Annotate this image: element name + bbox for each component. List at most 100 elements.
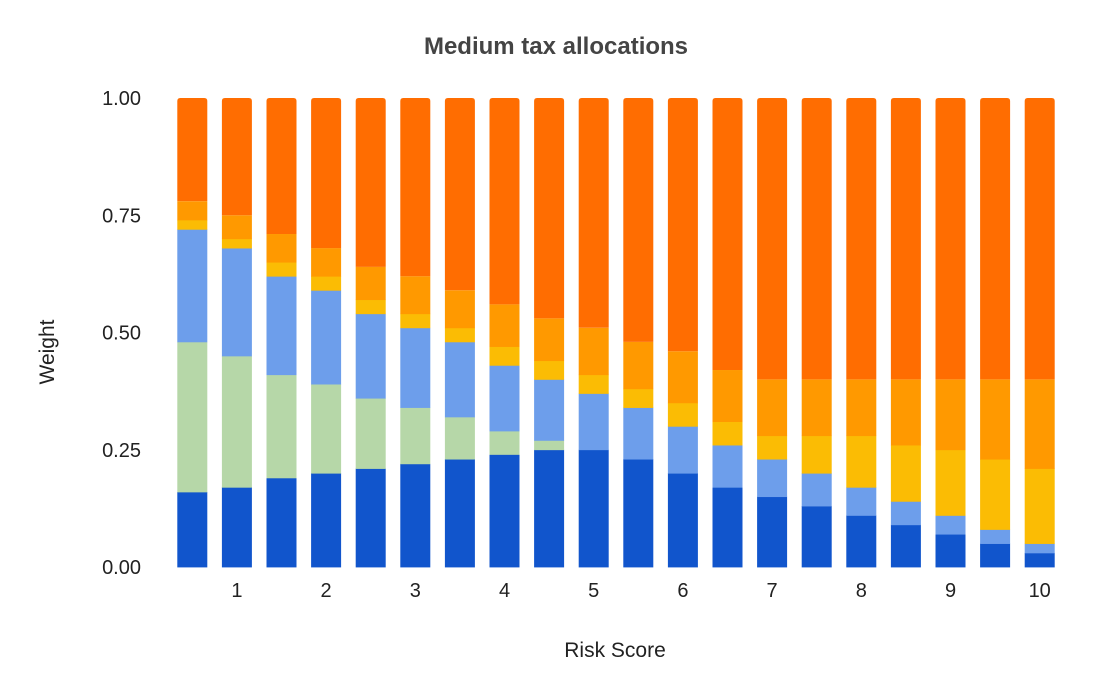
bar-segment [846, 515, 877, 568]
stacked-bar [667, 98, 698, 568]
bar-segment [444, 98, 475, 291]
x-axis-label: Risk Score [564, 639, 666, 662]
bar-segment [400, 463, 431, 568]
bar-segment [578, 449, 609, 568]
bar-segment [846, 379, 877, 437]
bar-segment [266, 374, 297, 479]
bar-segment [890, 445, 921, 502]
bar-segment [221, 238, 252, 249]
x-tick-label: 7 [767, 580, 778, 602]
bar-segment [578, 327, 609, 376]
bar-segment [667, 402, 698, 427]
bar-segment [757, 435, 788, 460]
bar-segment [221, 487, 252, 568]
bar-segment [712, 421, 743, 446]
x-tick-label: 6 [677, 580, 688, 602]
bar-segment [221, 215, 252, 240]
bar-segment [1024, 543, 1055, 554]
stacked-bar [221, 98, 252, 568]
x-tick-label: 9 [945, 580, 956, 602]
y-tick-label: 0.75 [102, 205, 141, 227]
bar-segment [489, 304, 520, 347]
stacked-bar [578, 98, 609, 568]
bar-segment [890, 98, 921, 380]
bar-segment [1024, 379, 1055, 469]
bar-segment [578, 393, 609, 451]
bar-segment [444, 416, 475, 460]
stacked-bar [935, 98, 966, 568]
bar-segment [980, 379, 1011, 460]
bar-segment [355, 299, 386, 315]
y-axis-label: Weight [36, 319, 59, 384]
bar-segment [846, 98, 877, 380]
bar-segment [712, 487, 743, 568]
bar-segment [266, 276, 297, 376]
x-axis-ticks: 1 2 3 4 5 6 7 8 9 10 [231, 580, 1050, 602]
bar-segment [801, 98, 832, 380]
bar-segment [757, 98, 788, 380]
bar-series-group [177, 98, 1055, 568]
stacked-bar [311, 98, 342, 568]
bar-segment [266, 234, 297, 263]
bar-segment [355, 468, 386, 568]
bar-segment [1024, 468, 1055, 544]
bar-segment [400, 407, 431, 465]
bar-segment [935, 98, 966, 380]
y-tick-label: 0.25 [102, 440, 141, 462]
bar-segment [846, 487, 877, 516]
bar-segment [890, 524, 921, 568]
bar-segment [311, 248, 342, 277]
bar-segment [400, 327, 431, 408]
bar-segment [311, 276, 342, 291]
bar-segment [712, 98, 743, 371]
bar-segment [757, 459, 788, 498]
bar-segment [266, 98, 297, 235]
bar-segment [801, 473, 832, 507]
bar-segment [623, 407, 654, 460]
y-axis-ticks: 0.00 0.25 0.50 0.75 1.00 [102, 88, 141, 579]
stacked-bar [801, 98, 832, 568]
bar-segment [667, 426, 698, 474]
y-tick-label: 0.00 [102, 557, 141, 579]
stacked-bar [400, 98, 431, 568]
bar-segment [667, 473, 698, 568]
bar-segment [980, 98, 1011, 380]
x-tick-label: 4 [499, 580, 510, 602]
bar-segment [935, 379, 966, 451]
bar-segment [489, 98, 520, 305]
x-tick-label: 8 [856, 580, 867, 602]
bar-segment [534, 98, 565, 319]
bar-segment [355, 98, 386, 267]
bar-segment [177, 98, 208, 202]
x-tick-label: 1 [231, 580, 242, 602]
bar-segment [1024, 98, 1055, 380]
bar-segment [534, 449, 565, 568]
bar-segment [444, 290, 475, 329]
bar-segment [534, 379, 565, 441]
bar-segment [623, 459, 654, 568]
stacked-bar [177, 98, 208, 568]
bar-segment [935, 515, 966, 535]
x-tick-label: 5 [588, 580, 599, 602]
bar-segment [400, 276, 431, 315]
bar-segment [1024, 552, 1055, 568]
bar-segment [578, 374, 609, 394]
bar-segment [890, 501, 921, 526]
bar-segment [311, 290, 342, 385]
bar-segment [177, 341, 208, 493]
stacked-bar [444, 98, 475, 568]
bar-segment [489, 346, 520, 366]
stacked-bar [980, 98, 1011, 568]
bar-segment [623, 341, 654, 390]
bar-segment [801, 506, 832, 568]
bar-segment [355, 313, 386, 399]
bar-segment [311, 98, 342, 249]
bar-segment [177, 229, 208, 343]
stacked-bar [890, 98, 921, 568]
x-tick-label: 10 [1029, 580, 1051, 602]
bar-segment [444, 459, 475, 568]
bar-segment [266, 477, 297, 568]
bar-segment [980, 543, 1011, 568]
stacked-bar [623, 98, 654, 568]
bar-segment [757, 496, 788, 568]
